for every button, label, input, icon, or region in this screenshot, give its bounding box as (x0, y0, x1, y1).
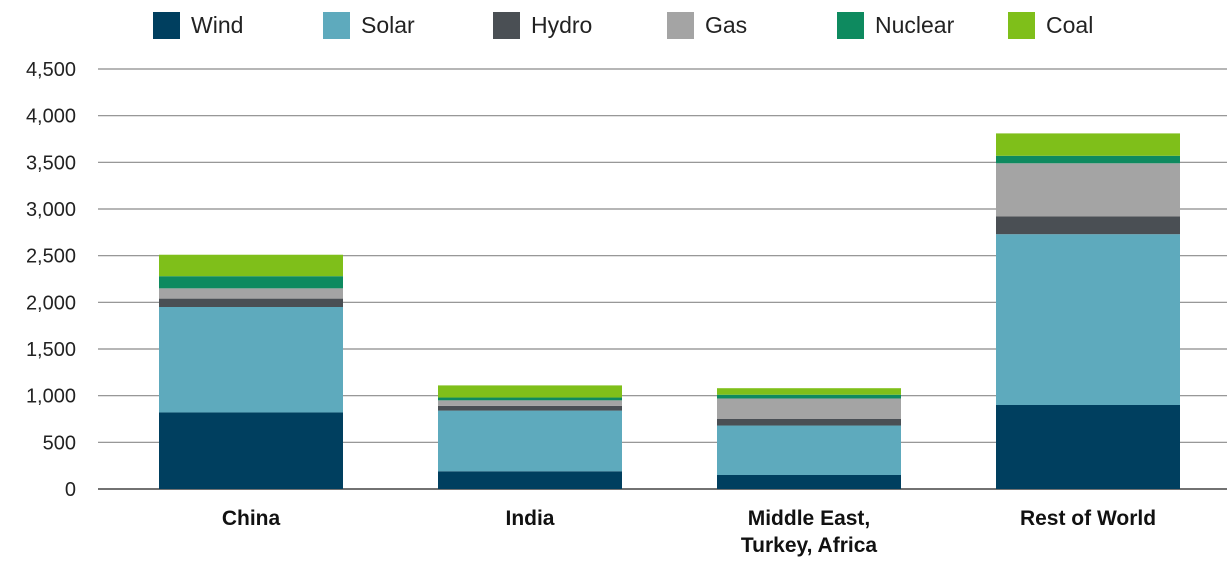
bar-gas-middle-east-turkey-africa (717, 398, 901, 419)
y-tick-label-500: 500 (43, 432, 76, 454)
legend-swatch-coal (1008, 12, 1035, 39)
legend-label-gas: Gas (705, 12, 747, 38)
y-tick-label-2-500: 2,500 (26, 246, 76, 268)
bar-hydro-middle-east-turkey-africa (717, 419, 901, 426)
bar-solar-middle-east-turkey-africa (717, 425, 901, 475)
legend-swatch-wind (153, 12, 180, 39)
bar-gas-india (438, 400, 622, 406)
bar-wind-rest-of-world (996, 405, 1180, 489)
bar-wind-china (159, 412, 343, 489)
legend-label-coal: Coal (1046, 12, 1093, 38)
x-category-label-middle-east-turkey-africa-line-2: Turkey, Africa (741, 534, 877, 557)
bar-nuclear-china (159, 276, 343, 289)
legend: Wind Solar Hydro Gas Nuclear Coal (153, 12, 1093, 39)
bar-hydro-china (159, 298, 343, 307)
bar-coal-rest-of-world (996, 133, 1180, 156)
legend-label-wind: Wind (191, 12, 243, 38)
bars (159, 133, 1180, 489)
y-tick-label-4-500: 4,500 (26, 59, 76, 81)
legend-label-nuclear: Nuclear (875, 12, 955, 38)
legend-swatch-nuclear (837, 12, 864, 39)
x-category-label-middle-east-turkey-africa-line-1: Middle East, (748, 507, 871, 530)
bar-coal-middle-east-turkey-africa (717, 388, 901, 395)
bar-solar-china (159, 307, 343, 413)
y-tick-label-0: 0 (65, 479, 76, 501)
bar-wind-india (438, 471, 622, 489)
bar-gas-china (159, 288, 343, 299)
bar-nuclear-india (438, 397, 622, 401)
legend-swatch-hydro (493, 12, 520, 39)
y-tick-label-2-000: 2,000 (26, 292, 76, 314)
x-category-label-india: India (505, 507, 554, 530)
x-category-label-china: China (222, 507, 281, 530)
bar-coal-china (159, 254, 343, 277)
y-axis-ticks: 0 500 1,000 1,500 2,000 2,500 3,000 3,500 4,000 4… (26, 59, 76, 501)
legend-swatch-solar (323, 12, 350, 39)
x-axis-categories: China India Middle East, Turkey, Africa Rest… (222, 507, 1156, 557)
x-category-label-rest-of-world: Rest of World (1020, 507, 1156, 530)
y-tick-label-1-000: 1,000 (26, 386, 76, 408)
bar-coal-india (438, 385, 622, 398)
y-tick-label-3-000: 3,000 (26, 199, 76, 221)
legend-label-solar: Solar (361, 12, 415, 38)
bar-solar-india (438, 410, 622, 472)
bar-nuclear-middle-east-turkey-africa (717, 394, 901, 399)
bar-hydro-rest-of-world (996, 216, 1180, 235)
y-tick-label-1-500: 1,500 (26, 339, 76, 361)
bar-nuclear-rest-of-world (996, 155, 1180, 164)
y-tick-label-3-500: 3,500 (26, 152, 76, 174)
bar-hydro-india (438, 405, 622, 411)
bar-gas-rest-of-world (996, 163, 1180, 217)
legend-swatch-gas (667, 12, 694, 39)
y-tick-label-4-000: 4,000 (26, 106, 76, 128)
legend-label-hydro: Hydro (531, 12, 592, 38)
bar-solar-rest-of-world (996, 234, 1180, 405)
bar-wind-middle-east-turkey-africa (717, 475, 901, 489)
